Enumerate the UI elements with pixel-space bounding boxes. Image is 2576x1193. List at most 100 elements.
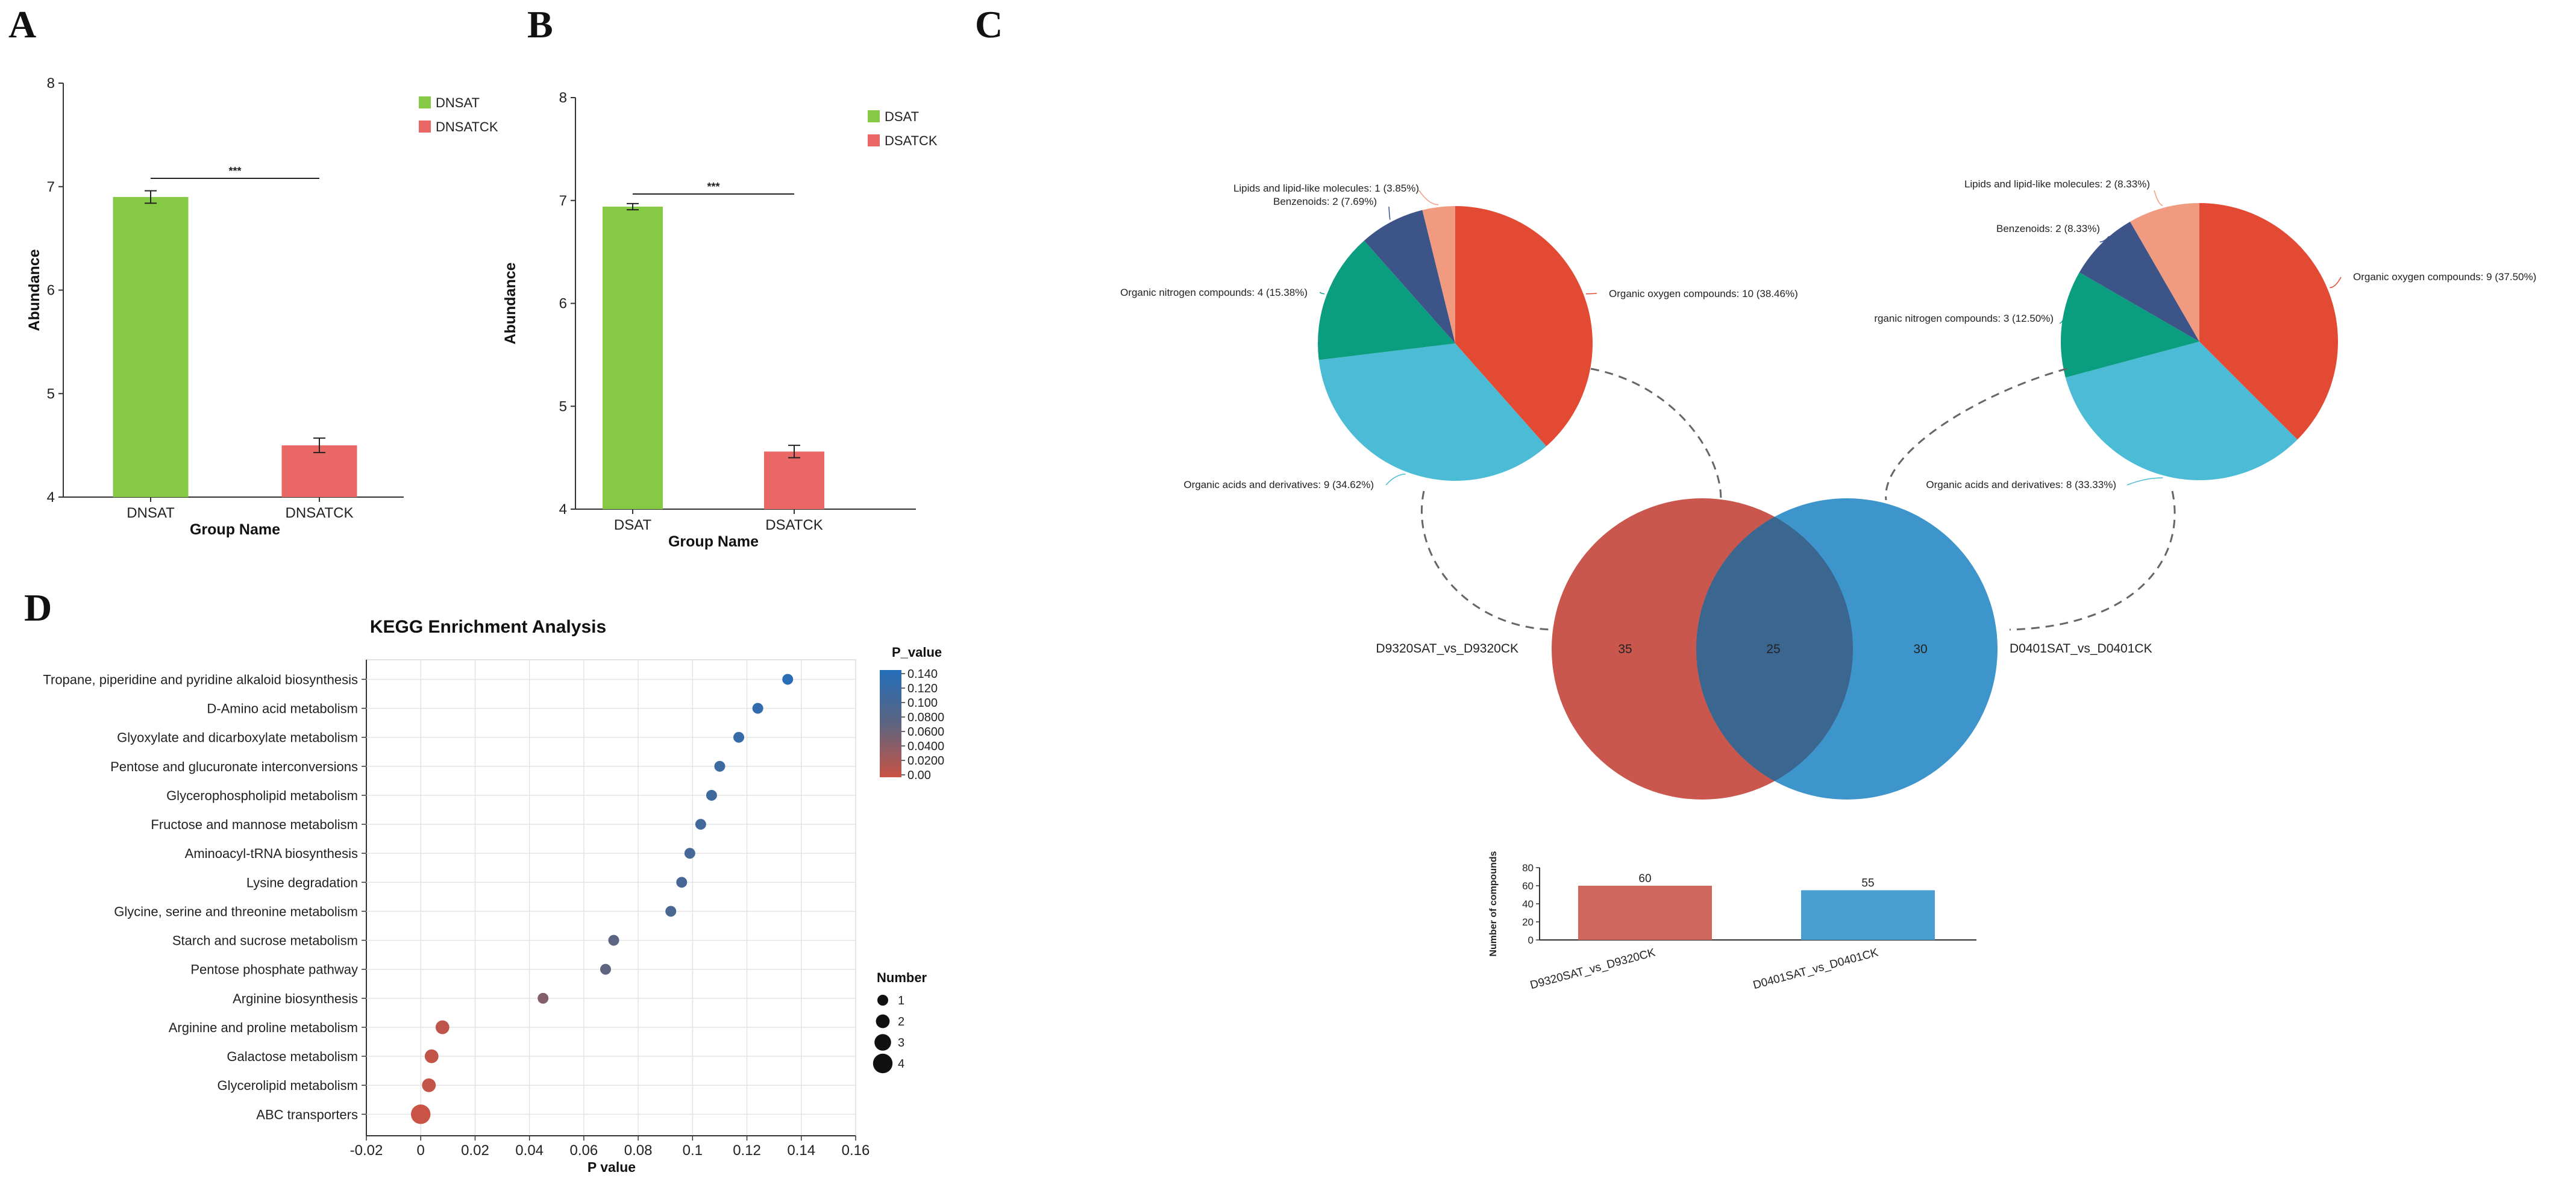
color-legend-label: 0.120 xyxy=(907,682,938,695)
color-legend-label: 0.0200 xyxy=(907,754,944,768)
x-tick-label: DNSATCK xyxy=(286,505,354,521)
pathway-label: Glycine, serine and threonine metabolism xyxy=(114,904,358,919)
legend-swatch xyxy=(868,134,880,146)
venn-right-count: 30 xyxy=(1913,642,1927,656)
x-tick-label: 0.14 xyxy=(787,1142,815,1159)
venn-overlap-count: 25 xyxy=(1766,642,1780,656)
y-axis-title: Abundance xyxy=(502,262,519,344)
compound-bar xyxy=(1578,886,1712,940)
x-tick-label: 0.02 xyxy=(461,1142,489,1159)
pathway-label: Fructose and mannose metabolism xyxy=(151,817,358,832)
pie-venn-connector xyxy=(1420,490,1552,631)
y-tick-label: 0 xyxy=(1528,935,1534,946)
pie-venn-connector xyxy=(2009,490,2176,631)
pathway-label: Glycerolipid metabolism xyxy=(217,1078,358,1093)
size-legend-label: 1 xyxy=(898,994,904,1007)
pie-slice xyxy=(1318,240,1455,360)
x-tick-label: DSATCK xyxy=(765,517,823,533)
size-legend-dot xyxy=(877,995,888,1006)
y-tick-label: 20 xyxy=(1522,916,1534,928)
pie-leader-line xyxy=(1388,206,1391,221)
legend-swatch xyxy=(868,110,880,122)
pathway-label: Starch and sucrose metabolism xyxy=(172,933,358,948)
enrichment-point xyxy=(435,1020,450,1035)
pathway-label: Glycerophospholipid metabolism xyxy=(166,788,358,803)
y-axis-title: Number of compounds xyxy=(1488,851,1499,956)
enrichment-point xyxy=(782,674,794,685)
bar-dnsatck xyxy=(281,445,357,497)
enrichment-point xyxy=(422,1078,436,1092)
y-tick-label: 6 xyxy=(559,296,567,312)
venn-left-set-label: D9320SAT_vs_D9320CK xyxy=(1376,642,1518,656)
venn-right-set-label: D0401SAT_vs_D0401CK xyxy=(2010,642,2152,656)
color-legend-label: 0.0400 xyxy=(907,740,944,753)
enrichment-point xyxy=(424,1049,439,1063)
size-legend-label: 4 xyxy=(898,1057,904,1071)
enrichment-point xyxy=(684,848,695,859)
enrichment-point xyxy=(733,731,745,743)
x-axis-title: P value xyxy=(588,1159,636,1175)
x-tick-label: 0.1 xyxy=(683,1142,703,1159)
pathway-label: ABC transporters xyxy=(256,1107,358,1122)
pie-slice-label: Organic oxygen compounds: 9 (37.50%) xyxy=(2353,271,2536,283)
pie-slice xyxy=(1422,206,1455,343)
x-tick-label: D0401SAT_vs_D0401CK xyxy=(1752,946,1880,992)
x-tick-label: 0 xyxy=(417,1142,425,1159)
y-tick-label: 6 xyxy=(47,283,55,299)
pie-leader-line xyxy=(1319,292,1325,295)
significance-label: *** xyxy=(707,181,719,193)
pathway-label: Glyoxylate and dicarboxylate metabolism xyxy=(117,730,358,745)
pie-venn-connector xyxy=(1885,368,2067,501)
enrichment-point xyxy=(600,963,611,975)
venn-overlap xyxy=(1696,516,1854,781)
x-axis-title: Group Name xyxy=(190,521,280,538)
x-tick-label: 0.12 xyxy=(733,1142,761,1159)
y-tick-label: 4 xyxy=(47,489,55,506)
pie-slice xyxy=(2130,203,2199,342)
enrichment-point xyxy=(752,703,763,714)
pie-leader-line xyxy=(1418,190,1439,205)
legend-swatch xyxy=(419,121,431,133)
enrichment-point xyxy=(665,906,677,917)
bar-dsat xyxy=(603,206,663,509)
panel-label-c: C xyxy=(975,3,1003,46)
y-tick-label: 7 xyxy=(559,193,567,209)
pathway-label: D-Amino acid metabolism xyxy=(207,701,358,716)
color-legend-label: 0.0800 xyxy=(907,711,944,724)
pie-leader-line xyxy=(2059,318,2064,324)
enrichment-point xyxy=(676,877,688,888)
enrichment-point xyxy=(411,1104,431,1124)
legend-label: DNSAT xyxy=(436,95,480,110)
bar-dnsat xyxy=(113,196,189,497)
legend-label: DSAT xyxy=(885,109,919,124)
pathway-label: Tropane, piperidine and pyridine alkaloi… xyxy=(43,672,358,687)
x-tick-label: DNSAT xyxy=(127,505,175,521)
x-tick-label: DSAT xyxy=(614,517,652,533)
compound-bar xyxy=(1801,890,1935,940)
pie-slice-label: Organic acids and derivatives: 9 (34.62%… xyxy=(1183,479,1374,490)
pathway-label: Galactose metabolism xyxy=(227,1049,358,1064)
x-tick-label: 0.16 xyxy=(842,1142,870,1159)
pie-slice xyxy=(2199,203,2338,440)
pathway-label: Aminoacyl-tRNA biosynthesis xyxy=(185,846,358,861)
bar-value-label: 55 xyxy=(1861,877,1874,890)
pie-slice-label: Organic nitrogen compounds: 4 (15.38%) xyxy=(1120,287,1308,298)
bar-value-label: 60 xyxy=(1638,872,1651,885)
y-tick-label: 5 xyxy=(559,398,567,415)
pie-slice-label: rganic nitrogen compounds: 3 (12.50%) xyxy=(1874,313,2054,324)
enrichment-point xyxy=(695,819,706,830)
y-tick-label: 4 xyxy=(559,501,567,518)
pie-slice xyxy=(2060,272,2199,378)
kegg-title: KEGG Enrichment Analysis xyxy=(370,617,606,637)
pie-leader-line xyxy=(1585,293,1597,295)
size-legend-dot xyxy=(874,1034,891,1051)
x-tick-label: D9320SAT_vs_D9320CK xyxy=(1529,946,1657,992)
y-tick-label: 8 xyxy=(559,90,567,106)
panel-label-a: A xyxy=(8,3,36,46)
pathway-label: Pentose phosphate pathway xyxy=(190,962,358,977)
pie-slice-label: Organic acids and derivatives: 8 (33.33%… xyxy=(1926,479,2116,490)
y-tick-label: 60 xyxy=(1522,880,1534,892)
enrichment-point xyxy=(706,789,717,801)
size-legend-label: 3 xyxy=(898,1036,904,1050)
